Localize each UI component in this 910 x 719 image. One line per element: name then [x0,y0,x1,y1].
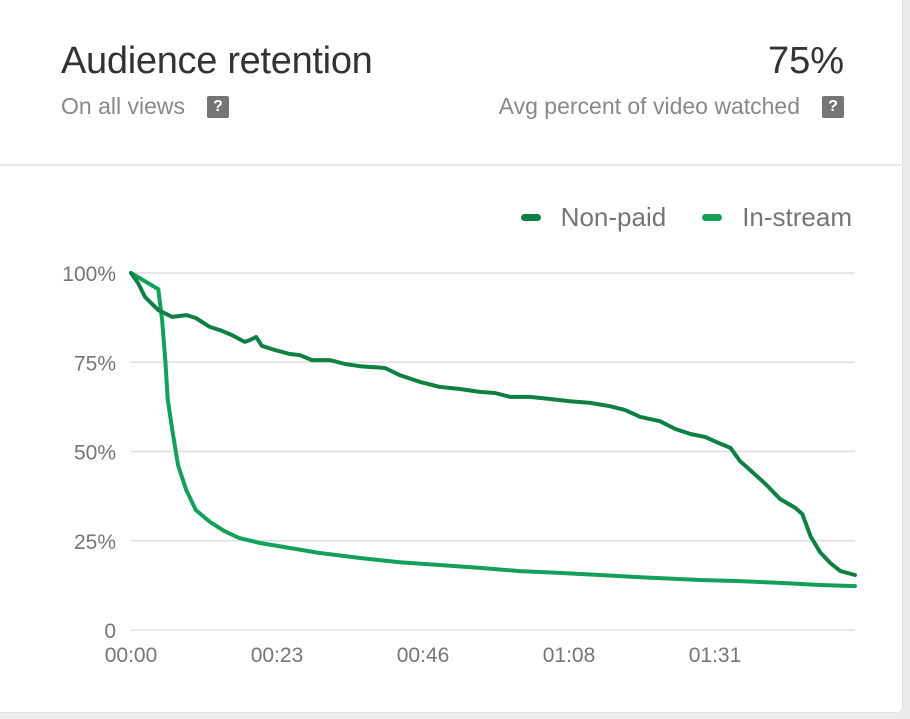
gridlines [131,272,855,631]
legend-swatch-icon [702,214,723,221]
y-tick-label: 75% [74,352,116,375]
y-tick-label: 25% [74,531,116,554]
y-tick-label: 0 [104,620,116,643]
x-axis-labels: 00:00 00:23 00:46 01:08 01:31 [105,644,742,667]
legend-item-non-paid[interactable]: Non-paid [520,202,667,233]
subtitle-text: On all views [61,93,185,119]
y-tick-label: 100% [62,263,116,286]
x-tick-label: 01:31 [689,644,742,667]
subtitle: On all views ? [61,93,229,120]
metric-label: Avg percent of video watched ? [499,93,844,120]
metric-label-text: Avg percent of video watched [498,93,800,119]
help-icon[interactable]: ? [206,95,229,118]
help-icon[interactable]: ? [822,95,844,118]
avg-percent-value: 75% [767,40,844,82]
legend-label: In-stream [742,202,852,232]
card-header: Audience retention On all views ? 75% Av… [0,0,902,166]
x-tick-label: 01:08 [543,644,596,667]
non-paid-line [129,271,857,577]
x-tick-label: 00:00 [105,644,158,667]
legend-swatch-icon [520,214,541,221]
chart-legend: Non-paid In-stream [485,202,852,233]
x-tick-label: 00:23 [251,644,304,667]
legend-label: Non-paid [560,202,667,232]
y-tick-label: 50% [74,442,116,465]
x-tick-label: 00:46 [397,644,450,667]
in-stream-line [129,271,857,589]
y-axis-labels: 0 25% 50% 75% 100% [62,263,116,643]
legend-item-in-stream[interactable]: In-stream [702,202,852,233]
card-title: Audience retention [61,40,373,82]
